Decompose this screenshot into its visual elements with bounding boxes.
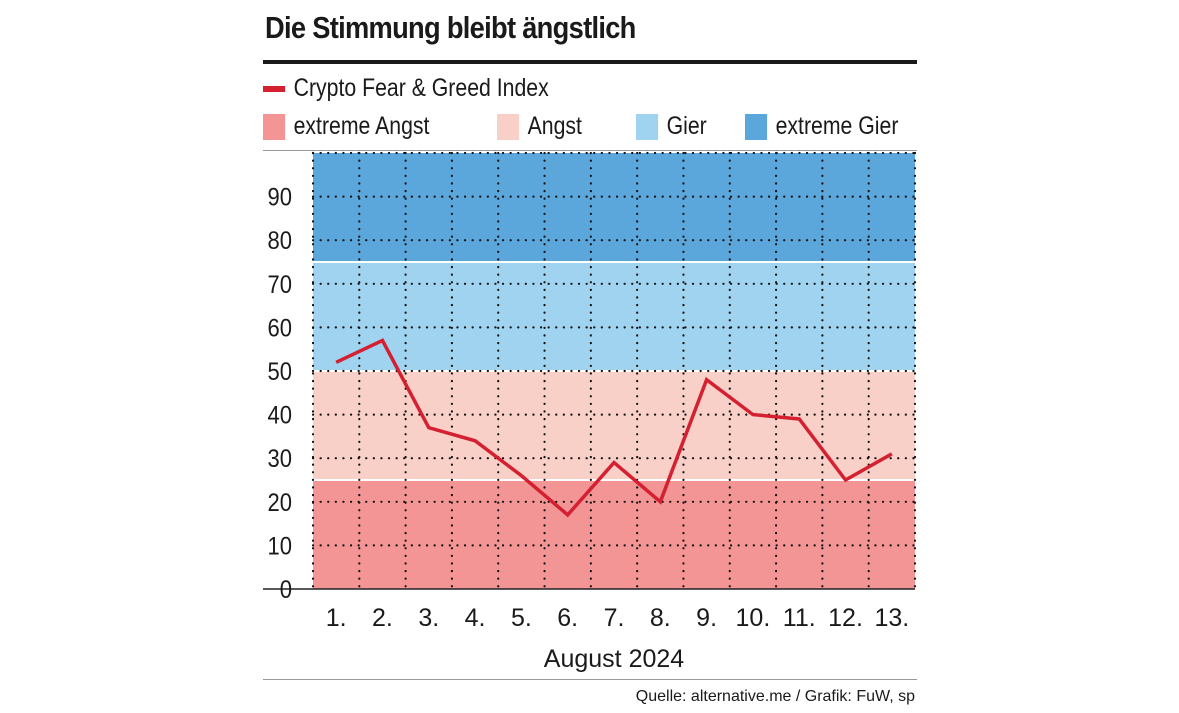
x-tick-label: 12. [828, 604, 863, 632]
legend-swatch [497, 113, 520, 140]
legend-label: Gier [666, 112, 707, 140]
legend-band-3: extreme Gier [745, 112, 898, 141]
legend-swatch [745, 113, 768, 140]
band-extreme-gier [313, 153, 915, 262]
x-tick-label: 7. [604, 604, 625, 632]
y-tick-label: 0 [280, 576, 292, 604]
x-tick-label: 5. [511, 604, 532, 632]
title-rule [263, 60, 917, 64]
legend-swatch [636, 113, 659, 140]
legend-divider [263, 150, 917, 151]
legend-series: Crypto Fear & Greed Index [263, 74, 549, 103]
x-tick-label: 10. [736, 604, 771, 632]
legend-series-label: Crypto Fear & Greed Index [293, 74, 549, 102]
x-axis-label: August 2024 [544, 645, 684, 673]
legend-swatch [263, 113, 286, 140]
source-note: Quelle: alternative.me / Grafik: FuW, sp [635, 688, 915, 705]
legend-label: extreme Angst [293, 112, 430, 140]
footer-divider [263, 679, 917, 680]
chart-title: Die Stimmung bleibt ängstlich [265, 10, 636, 45]
x-tick-label: 4. [465, 604, 486, 632]
legend-line-swatch [263, 85, 286, 92]
y-tick-label: 70 [268, 271, 292, 299]
legend-label: Angst [527, 112, 582, 140]
x-tick-label: 3. [418, 604, 439, 632]
x-tick-label: 1. [326, 604, 347, 632]
y-tick-label: 90 [268, 183, 292, 211]
x-tick-label: 2. [372, 604, 393, 632]
x-tick-label: 13. [874, 604, 909, 632]
legend-band-1: Angst [497, 112, 582, 141]
band-gier [313, 262, 915, 371]
y-tick-label: 50 [268, 358, 292, 386]
x-tick-label: 9. [696, 604, 717, 632]
y-tick-label: 40 [268, 401, 292, 429]
legend-label: extreme Gier [775, 112, 899, 140]
band-extreme-angst [313, 480, 915, 589]
y-tick-label: 60 [268, 314, 292, 342]
legend-band-0: extreme Angst [263, 112, 429, 141]
legend-band-2: Gier [636, 112, 707, 141]
y-tick-label: 80 [268, 227, 292, 255]
x-tick-label: 8. [650, 604, 671, 632]
y-tick-label: 10 [268, 532, 292, 560]
y-tick-label: 30 [268, 445, 292, 473]
y-tick-label: 20 [268, 489, 292, 517]
x-tick-label: 6. [557, 604, 578, 632]
x-tick-label: 11. [783, 604, 816, 632]
